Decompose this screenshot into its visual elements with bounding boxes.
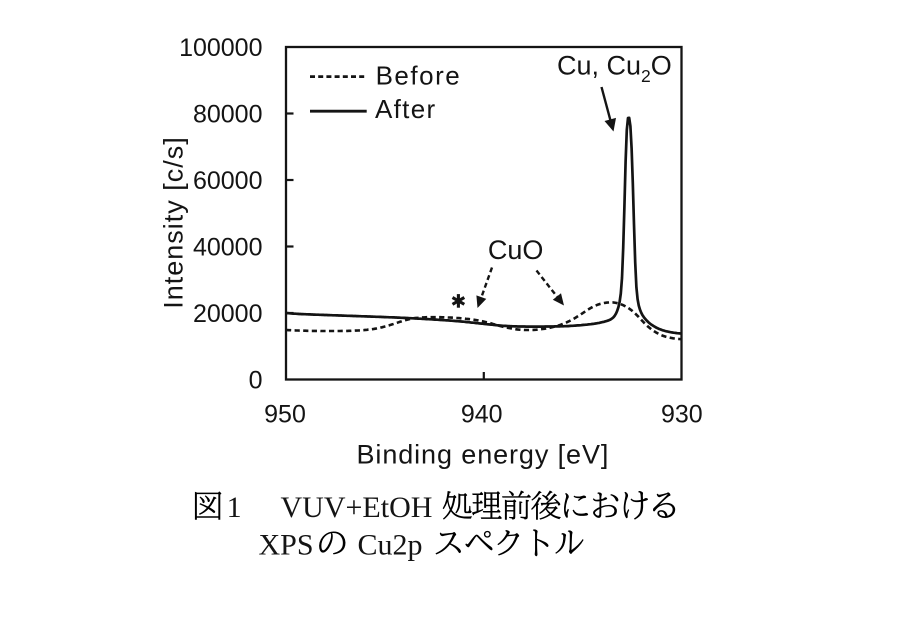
- svg-text:Cu, Cu2O: Cu, Cu2O: [557, 51, 672, 86]
- svg-text:60000: 60000: [193, 167, 263, 195]
- svg-text:0: 0: [249, 367, 263, 395]
- svg-text:VUV+EtOH: VUV+EtOH: [281, 491, 433, 524]
- svg-text:950: 950: [264, 401, 306, 429]
- svg-text:20000: 20000: [193, 300, 263, 328]
- svg-text:After: After: [375, 94, 436, 124]
- svg-text:Cu2p: Cu2p: [358, 529, 423, 562]
- svg-text:Binding energy [eV]: Binding energy [eV]: [357, 439, 610, 469]
- svg-text:40000: 40000: [193, 234, 263, 262]
- svg-text:Intensity [c/s]: Intensity [c/s]: [159, 136, 189, 309]
- svg-text:XPS: XPS: [259, 529, 314, 562]
- svg-text:940: 940: [461, 401, 503, 429]
- svg-text:CuO: CuO: [488, 235, 544, 265]
- svg-text:1: 1: [227, 491, 242, 524]
- svg-text:100000: 100000: [179, 34, 262, 62]
- svg-text:930: 930: [661, 401, 703, 429]
- svg-text:80000: 80000: [193, 101, 263, 129]
- svg-text:Before: Before: [376, 61, 462, 91]
